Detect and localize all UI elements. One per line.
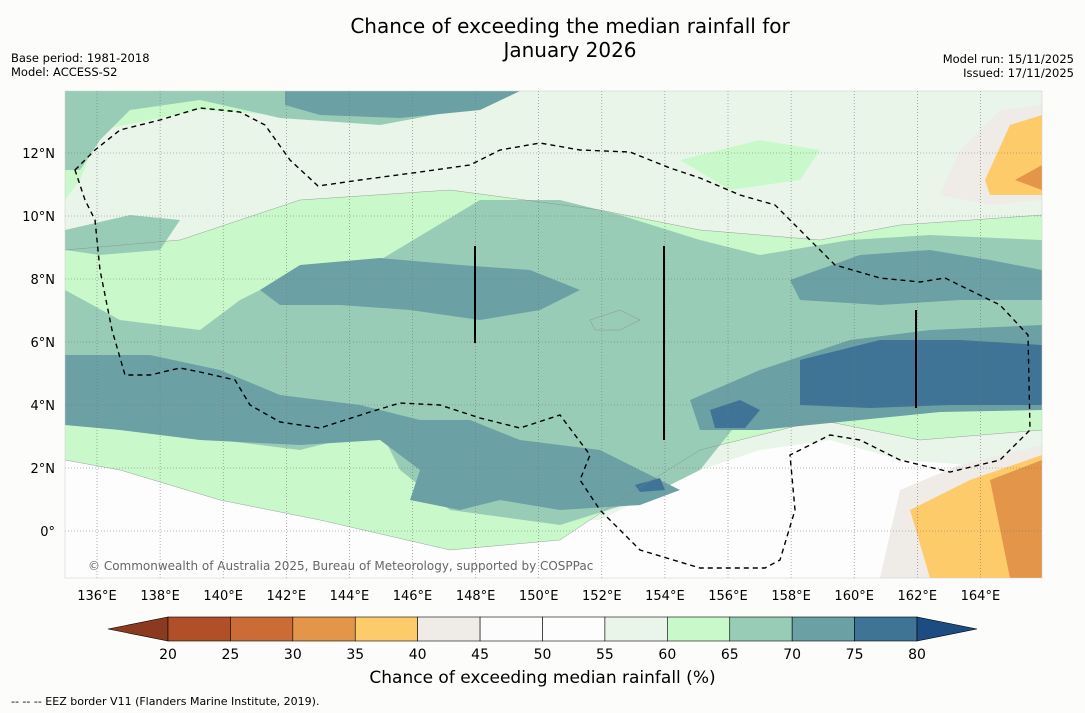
- title-line-2: January 2026: [503, 38, 637, 62]
- colorbar-extend-low: [107, 616, 169, 642]
- colorbar-segment: [479, 616, 543, 642]
- colorbar-segment: [167, 616, 231, 642]
- colorbar-tick-label: 55: [596, 647, 614, 663]
- colorbar-segment: [667, 616, 731, 642]
- latitude-label: 0°: [40, 525, 55, 540]
- latitude-label: 8°N: [31, 273, 56, 288]
- map-title: Chance of exceeding the median rainfall …: [0, 14, 1085, 62]
- colorbar-tick-label: 25: [222, 647, 240, 663]
- colorbar-tick-label: 75: [846, 647, 864, 663]
- band-65-70: [65, 215, 180, 255]
- colorbar-segment: [729, 616, 793, 642]
- title-line-1: Chance of exceeding the median rainfall …: [350, 14, 790, 38]
- colorbar-tick-label: 35: [346, 647, 364, 663]
- colorbar-segment: [854, 616, 918, 642]
- colorbar-tick-label: 70: [783, 647, 801, 663]
- eez-legend: -- -- -- EEZ border V11 (Flanders Marine…: [11, 695, 320, 708]
- longitude-label: 142°E: [267, 589, 307, 604]
- longitude-label: 150°E: [519, 589, 559, 604]
- rainfall-map: © Commonwealth of Australia 2025, Bureau…: [65, 91, 1042, 578]
- band-70-75: [65, 355, 680, 510]
- latitude-label: 4°N: [31, 399, 56, 414]
- latitude-axis: 12°N 10°N 8°N 6°N 4°N 2°N 0°: [22, 147, 55, 540]
- metadata-left: Base period: 1981-2018 Model: ACCESS-S2: [11, 51, 150, 79]
- colorbar-segment: [292, 616, 356, 642]
- contour-lines: [65, 189, 1042, 551]
- longitude-label: 144°E: [330, 589, 370, 604]
- band-30-35: [990, 460, 1042, 578]
- latitude-label: 6°N: [31, 336, 56, 351]
- colorbar-segment: [230, 616, 294, 642]
- longitude-label: 146°E: [393, 589, 433, 604]
- colorbar-segment: [417, 616, 481, 642]
- longitude-label: 158°E: [771, 589, 811, 604]
- colorbar-tick-label: 65: [721, 647, 739, 663]
- longitude-label: 148°E: [456, 589, 496, 604]
- longitude-label: 154°E: [645, 589, 685, 604]
- colorbar-segment: [604, 616, 668, 642]
- section-lines: [474, 246, 917, 440]
- map-frame: [64, 90, 1043, 579]
- model-run: Model run: 15/11/2025: [942, 52, 1074, 66]
- colorbar-segment: [542, 616, 606, 642]
- band-70-75: [285, 91, 520, 118]
- copyright-text: © Commonwealth of Australia 2025, Bureau…: [88, 559, 593, 573]
- band-70-75: [260, 258, 580, 320]
- longitude-label: 140°E: [203, 589, 243, 604]
- colorbar-tick-label: 45: [471, 647, 489, 663]
- colorbar-segment: [354, 616, 418, 642]
- colorbar-tick-label: 50: [534, 647, 552, 663]
- colorbar-tick-label: 30: [284, 647, 302, 663]
- issued-date: Issued: 17/11/2025: [963, 66, 1074, 80]
- metadata-right: Model run: 15/11/2025 Issued: 17/11/2025: [943, 52, 1074, 80]
- longitude-axis: 136°E 138°E 140°E 142°E 144°E 146°E 148°E 150°E…: [77, 589, 1000, 604]
- colorbar-label: Chance of exceeding median rainfall (%): [369, 668, 716, 688]
- base-period: Base period: 1981-2018: [11, 51, 150, 65]
- band-70-75: [790, 250, 1042, 305]
- band-75-80: [710, 400, 760, 428]
- latitude-label: 10°N: [22, 210, 55, 225]
- colorbar-extend-high: [916, 616, 978, 642]
- band-75-80: [635, 478, 665, 492]
- longitude-label: 156°E: [708, 589, 748, 604]
- latitude-label: 12°N: [22, 147, 55, 162]
- longitude-label: 164°E: [961, 589, 1001, 604]
- longitude-label: 138°E: [140, 589, 180, 604]
- colorbar-tick-label: 60: [658, 647, 676, 663]
- longitude-label: 160°E: [834, 589, 874, 604]
- colorbar-tick-label: 20: [159, 647, 177, 663]
- longitude-label: 136°E: [77, 589, 117, 604]
- colorbar-segment: [791, 616, 855, 642]
- colorbar-tick-label: 40: [409, 647, 427, 663]
- colorbar-tick-label: 80: [908, 647, 926, 663]
- longitude-label: 162°E: [898, 589, 938, 604]
- band-75-80: [800, 340, 1042, 408]
- colorbar: 20 25 30 35 40 45 50 55 60 65 70 75 80: [107, 616, 978, 663]
- band-30-35: [1015, 165, 1042, 190]
- band-60-65: [680, 140, 820, 190]
- longitude-label: 152°E: [582, 589, 622, 604]
- eez-border: [74, 107, 1031, 569]
- model-name: Model: ACCESS-S2: [11, 65, 118, 79]
- latitude-label: 2°N: [31, 462, 56, 477]
